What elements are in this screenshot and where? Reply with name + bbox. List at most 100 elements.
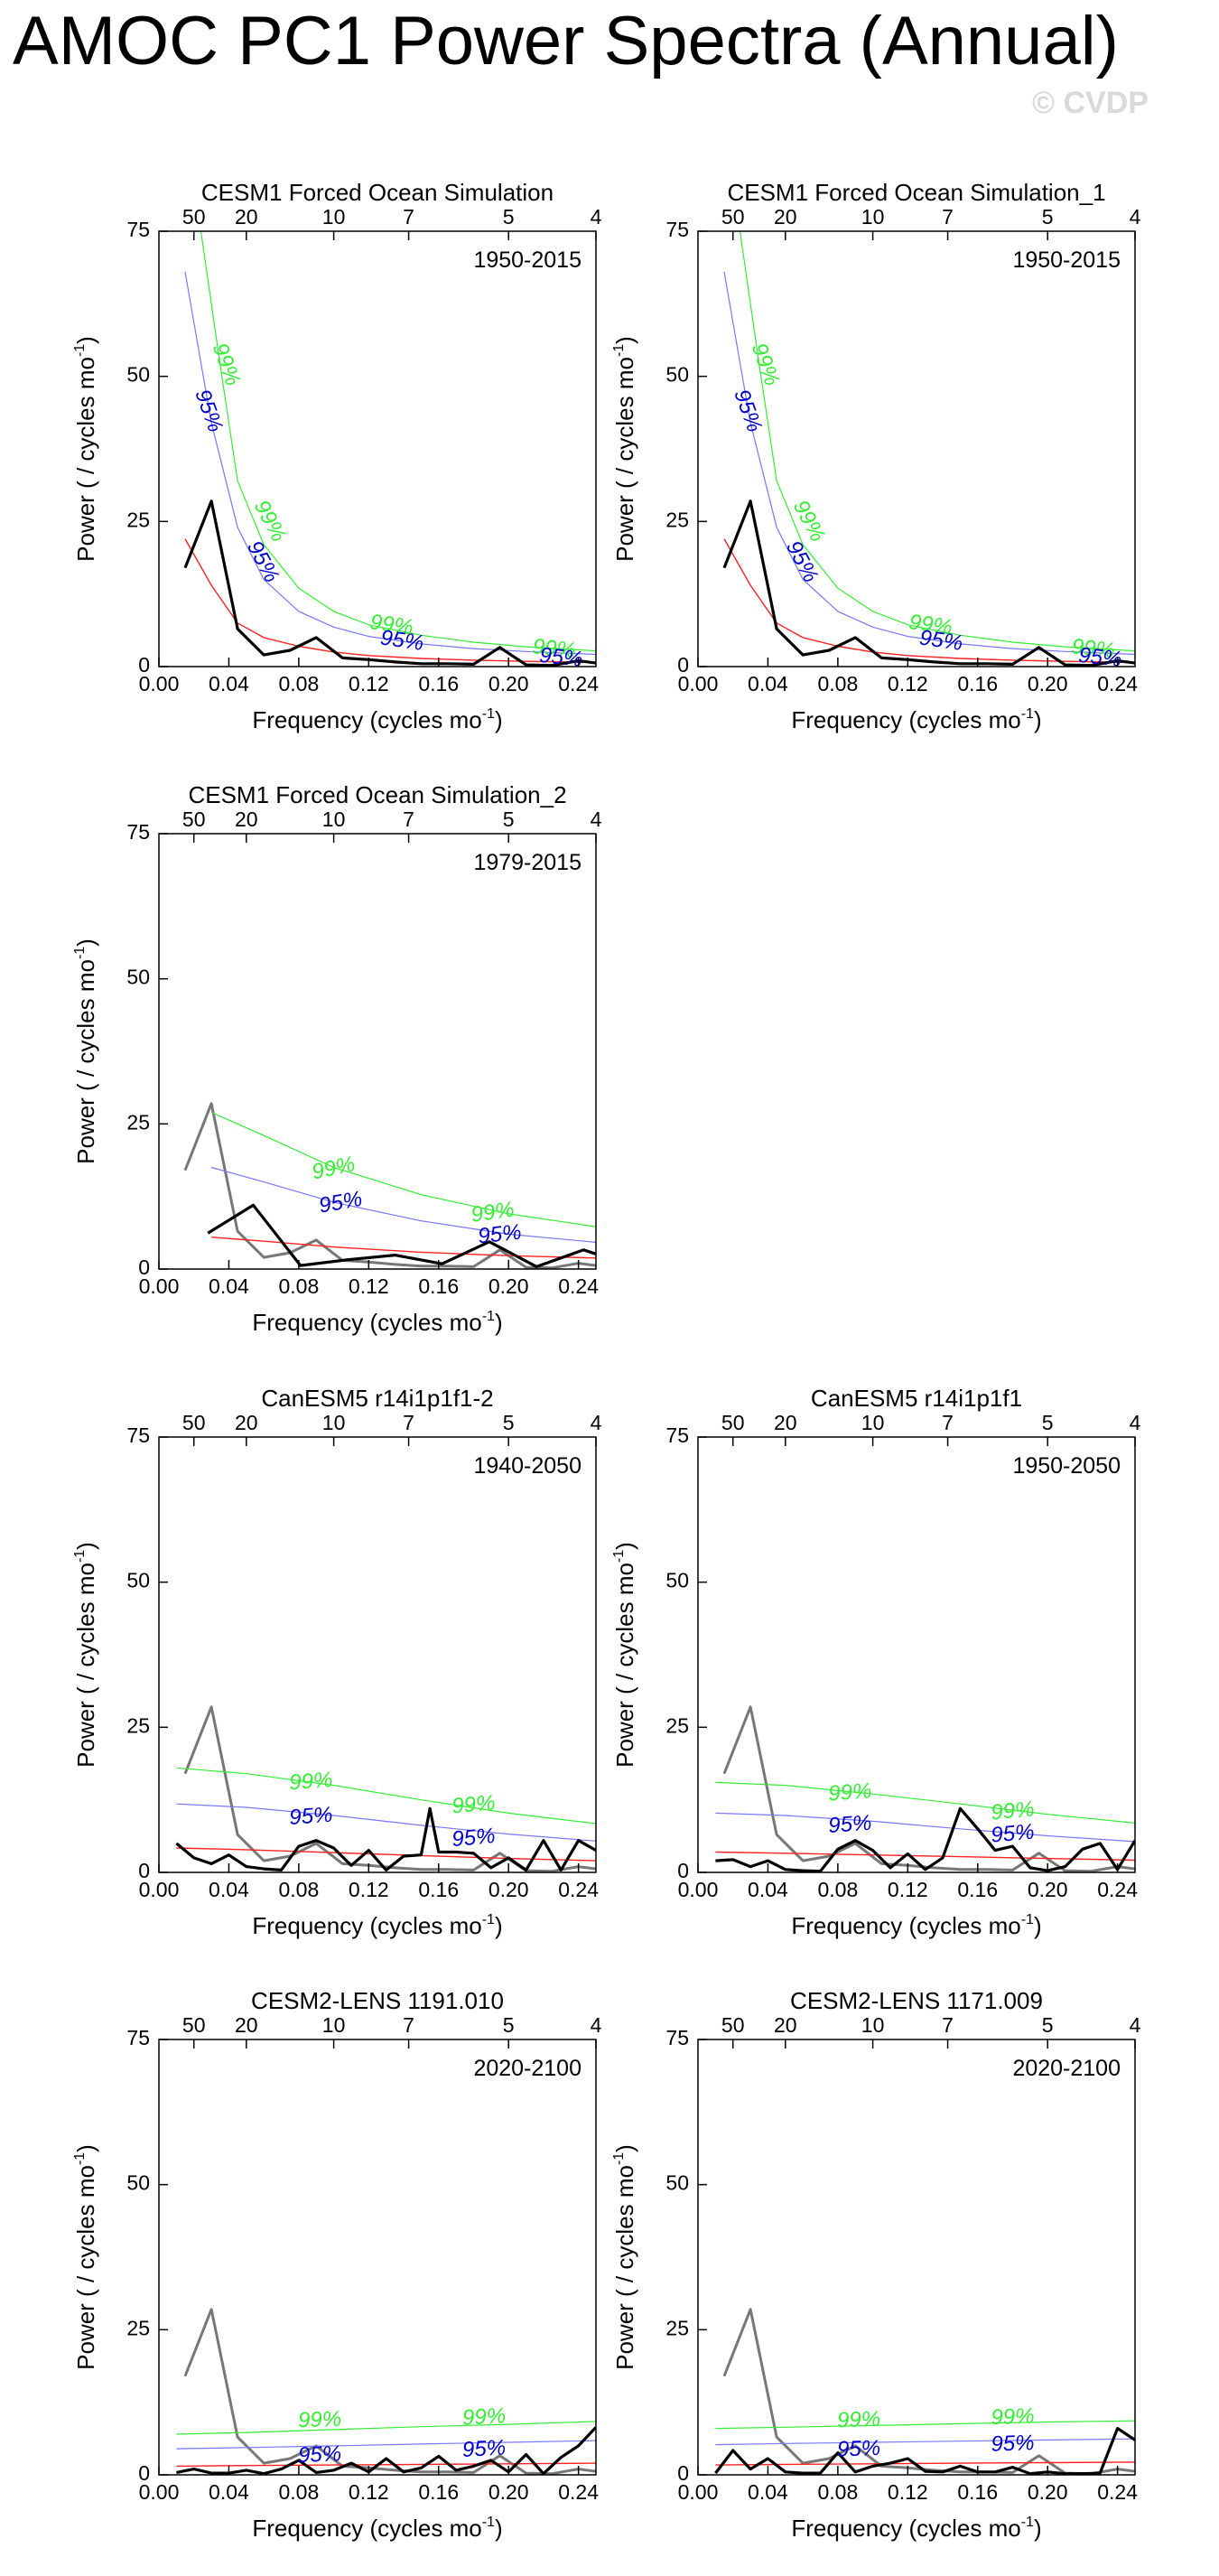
series-line-reference-spectrum — [183, 1705, 596, 1872]
x-tick-label: 0.08 — [817, 2480, 858, 2504]
significance-label: 99% — [991, 2404, 1035, 2431]
significance-label: 99% — [531, 634, 577, 663]
series-line-spectrum — [176, 2426, 596, 2475]
significance-label: 95% — [298, 2441, 342, 2468]
top-tick-label: 10 — [322, 1411, 346, 1434]
plot-frame — [158, 2039, 597, 2476]
x-tick-label: 0.00 — [678, 1878, 719, 1901]
significance-label: 95% — [918, 626, 964, 656]
x-tick-label: 0.20 — [1028, 672, 1068, 695]
significance-label: 95% — [729, 387, 767, 435]
top-tick-label: 10 — [322, 807, 346, 831]
chart-title: CanESM5 r14i1p1f1 — [811, 1385, 1022, 1412]
x-tick-label: 0.12 — [349, 1274, 389, 1298]
series-line-reference-spectrum — [183, 2308, 596, 2475]
x-tick-label: 0.16 — [418, 672, 459, 695]
significance-label: 95% — [781, 537, 823, 586]
x-tick-label: 0.24 — [558, 672, 599, 695]
series-line-99- — [200, 231, 596, 652]
top-tick-label: 4 — [591, 1411, 602, 1434]
x-tick-label: 0.20 — [489, 1274, 529, 1298]
top-tick-label: 20 — [235, 1411, 258, 1434]
top-tick-label: 10 — [861, 205, 885, 229]
significance-label: 99% — [298, 2407, 342, 2433]
significance-label: 95% — [242, 537, 284, 586]
x-axis-label: Frequency (cycles mo-1) — [252, 2515, 502, 2542]
significance-label: 95% — [827, 1811, 872, 1838]
series-line-red-noise — [715, 1851, 1135, 1862]
y-tick-label: 25 — [665, 2316, 689, 2339]
series-line-red-noise — [211, 1237, 596, 1259]
x-tick-label: 0.20 — [489, 1878, 529, 1901]
significance-label: 95% — [538, 643, 584, 672]
x-tick-label: 0.12 — [888, 2480, 928, 2504]
significance-label: 99% — [249, 496, 291, 546]
series-line-reference-spectrum — [183, 1102, 596, 1269]
top-tick-label: 7 — [403, 1411, 414, 1434]
series-line-reference-spectrum — [722, 2308, 1135, 2475]
period-label: 1940-2050 — [473, 1453, 582, 1479]
significance-label: 95% — [379, 626, 425, 656]
x-tick-label: 0.16 — [957, 672, 998, 695]
x-tick-label: 0.00 — [139, 2480, 180, 2504]
significance-label: 99% — [788, 496, 830, 546]
significance-label: 95% — [288, 1803, 333, 1830]
x-tick-label: 0.00 — [678, 2480, 719, 2504]
series-line-95- — [210, 1166, 596, 1243]
y-tick-label: 25 — [665, 1713, 689, 1737]
y-tick-label: 50 — [126, 1569, 150, 1592]
plot-frame — [697, 1436, 1136, 1873]
period-label: 1950-2050 — [1012, 1453, 1121, 1479]
top-tick-label: 50 — [721, 2013, 745, 2037]
x-axis-label: Frequency (cycles mo-1) — [252, 1912, 502, 1939]
top-tick-label: 5 — [503, 2013, 515, 2037]
series-line-red-noise — [715, 2461, 1135, 2466]
x-tick-label: 0.24 — [1097, 672, 1138, 695]
y-tick-label: 0 — [138, 1255, 150, 1279]
y-tick-label: 75 — [665, 1423, 689, 1447]
x-tick-label: 0.12 — [349, 2480, 389, 2504]
x-tick-label: 0.24 — [1097, 2480, 1138, 2504]
top-tick-label: 4 — [591, 807, 602, 831]
x-tick-label: 0.16 — [418, 1878, 459, 1901]
y-tick-label: 50 — [665, 2171, 689, 2195]
period-label: 1950-2015 — [1012, 247, 1121, 273]
top-tick-label: 5 — [1042, 1411, 1054, 1434]
series-line-spectrum — [722, 499, 1135, 667]
top-tick-label: 10 — [861, 2013, 885, 2037]
y-axis-label: Power ( / cycles mo-1) — [72, 938, 99, 1164]
significance-label: 95% — [461, 2435, 506, 2461]
y-axis-label: Power ( / cycles mo-1) — [72, 336, 99, 562]
significance-label: 99% — [461, 2403, 506, 2430]
significance-label: 99% — [451, 1790, 496, 1818]
top-tick-label: 4 — [591, 2013, 602, 2037]
y-tick-label: 0 — [138, 1859, 150, 1882]
x-tick-label: 0.20 — [489, 2480, 529, 2504]
significance-label: 99% — [470, 1197, 516, 1227]
top-tick-label: 10 — [322, 205, 346, 229]
series-line-95- — [176, 1803, 596, 1842]
significance-label: 95% — [451, 1824, 496, 1852]
x-tick-label: 0.00 — [678, 672, 719, 695]
y-tick-label: 75 — [126, 2026, 150, 2049]
top-tick-label: 7 — [942, 205, 954, 229]
x-tick-label: 0.24 — [558, 2480, 599, 2504]
significance-label: 99% — [208, 340, 246, 388]
y-tick-label: 75 — [126, 820, 150, 844]
x-tick-label: 0.16 — [957, 1878, 998, 1901]
x-tick-label: 0.04 — [748, 2480, 788, 2504]
y-tick-label: 25 — [126, 1110, 150, 1134]
y-tick-label: 0 — [677, 1859, 689, 1882]
top-tick-label: 4 — [1130, 1411, 1141, 1434]
plot-frame — [158, 230, 597, 667]
top-tick-label: 20 — [235, 2013, 258, 2037]
y-tick-label: 25 — [126, 2316, 150, 2339]
significance-label: 95% — [991, 2431, 1035, 2457]
chart-title: CESM1 Forced Ocean Simulation_1 — [727, 179, 1105, 206]
x-tick-label: 0.08 — [278, 672, 319, 695]
y-tick-label: 75 — [126, 218, 150, 241]
x-tick-label: 0.00 — [139, 672, 180, 695]
